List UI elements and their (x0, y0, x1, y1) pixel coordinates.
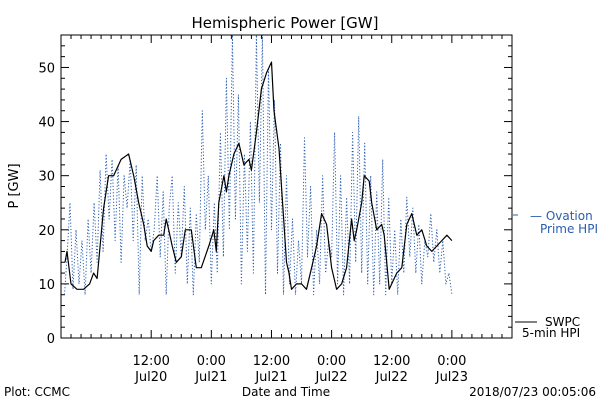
y-tick-label: 0 (47, 332, 55, 347)
y-tick-label: 30 (38, 170, 55, 185)
y-tick-label: 40 (38, 116, 55, 131)
y-axis: 0 10 20 30 40 50 (38, 34, 512, 347)
x-tick-label-time: 0:00 (317, 354, 346, 369)
x-tick-label-date: Jul22 (314, 370, 347, 385)
legend-ovation-line1: — Ovation (530, 209, 593, 223)
x-axis: 12:00Jul200:00Jul2112:00Jul210:00Jul2212… (60, 35, 513, 385)
series-ovation-line (64, 35, 453, 296)
y-axis-label: P [GW] (7, 163, 22, 208)
x-tick-label-time: 12:00 (253, 354, 290, 369)
x-tick-label-date: Jul21 (254, 370, 287, 385)
x-tick-label-date: Jul22 (375, 370, 408, 385)
series-layer (64, 35, 453, 296)
footer-plot-source: Plot: CCMC (4, 385, 70, 399)
y-tick-label: 50 (38, 61, 55, 76)
x-tick-label-time: 0:00 (197, 354, 226, 369)
y-tick-label: 10 (38, 278, 55, 293)
legend: — Ovation Prime HPI SWPC 5-min HPI (513, 209, 598, 340)
series-swpc-line (64, 61, 453, 290)
y-tick-label: 20 (38, 224, 55, 239)
x-tick-label-date: Jul21 (194, 370, 227, 385)
x-tick-label-time: 0:00 (437, 354, 466, 369)
legend-ovation-line2: Prime HPI (540, 222, 598, 236)
legend-swpc-line2: 5-min HPI (522, 326, 580, 340)
x-tick-label-date: Jul20 (134, 370, 167, 385)
chart-title: Hemispheric Power [GW] (192, 14, 379, 32)
footer-x-label: Date and Time (242, 385, 330, 399)
legend-swpc-line1: SWPC (545, 315, 580, 329)
x-tick-label-time: 12:00 (132, 354, 169, 369)
footer-timestamp: 2018/07/23 00:05:06 (469, 385, 596, 399)
x-tick-label-time: 12:00 (373, 354, 410, 369)
x-tick-label-date: Jul23 (435, 370, 468, 385)
